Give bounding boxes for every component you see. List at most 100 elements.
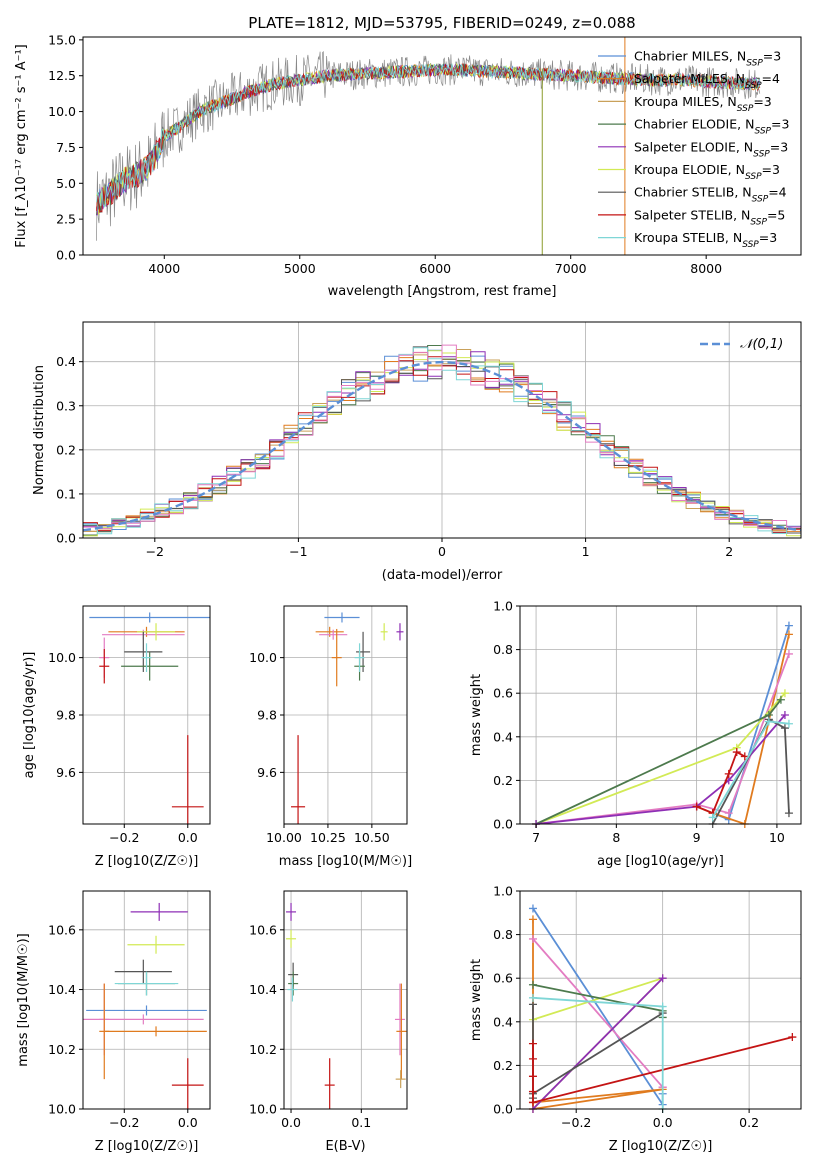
weight-point-marker [784,809,793,818]
y-tick-label: 10.4 [48,982,76,997]
mass-vs-ebv-panel: 0.0 0.1 10.0 10.2 10.4 10.6 E(B-V) [249,890,408,1154]
errorbar-plot-area [291,612,404,824]
label-part: =3 [753,94,771,109]
y-tick-label: 0.0 [56,531,76,546]
y-axis-label: mass weight [469,959,484,1041]
weight-point-marker [658,974,667,983]
weight-point-marker [528,1072,537,1081]
spectrum-plot-area [96,37,761,255]
x-tick-label: 0.0 [178,830,198,845]
x-tick-label: −1 [289,544,307,559]
label-part: Chabrier MILES, N [634,49,746,64]
axes-frame [519,605,802,825]
x-tick-label: 9 [693,830,701,845]
weight-point-marker [780,724,789,733]
y-tick-label: 10.2 [249,1042,277,1057]
weight-point-marker [528,1039,537,1048]
label-part: Kroupa STELIB, N [634,230,742,245]
y-tick-label: 0.1 [56,486,76,501]
x-axis-label: Z [log10(Z/Z☉)] [609,1139,713,1154]
spectrum-title: PLATE=1812, MJD=53795, FIBERID=0249, z=0… [248,14,635,32]
label-part: Salpeter MILES, N [634,71,745,86]
x-axis-label: wavelength [Angstrom, rest frame] [328,284,557,299]
weight-plot-area [528,904,797,1113]
axes-frame [283,890,408,1110]
legend-label: Chabrier MILES, NSSP=3 [634,49,781,69]
spectrum-panel: 4000 5000 6000 7000 8000 0.0 2.5 5.0 7.5 10.0 12.5… [14,32,802,299]
axes-frame [82,890,211,1110]
legend-label: Salpeter MILES, NSSP=4 [634,71,780,91]
legend-label: Salpeter STELIB, NSSP=5 [634,207,785,227]
weight-series-line [532,1004,664,1099]
histogram-step [83,344,801,536]
y-tick-label: 0.0 [493,1102,513,1117]
y-tick-label: 10.2 [48,1042,76,1057]
weight-point-marker [776,695,785,704]
x-tick-label: 1 [582,544,590,559]
legend-label: Kroupa MILES, NSSP=3 [634,94,772,114]
y-tick-label: 10.0 [48,104,76,119]
y-tick-label: 0.0 [56,248,76,263]
weight-vs-z-panel: −0.2 0.0 0.2 0.0 0.2 0.4 0.6 0.8 1.0 Z [log10(Z/Z… [469,884,802,1154]
weight-point-marker [764,717,773,726]
x-tick-label: 6000 [419,261,451,276]
legend-label: Chabrier STELIB, NSSP=4 [634,185,787,205]
weight-point-marker [528,1054,537,1063]
x-axis-label: Z [log10(Z/Z☉)] [95,854,199,869]
weight-point-marker [528,1098,537,1107]
weight-series-line [711,718,790,825]
y-tick-label: 9.6 [56,765,76,780]
legend-label: Chabrier ELODIE, NSSP=3 [634,117,789,137]
y-tick-label: 0.8 [493,642,513,657]
weight-point-marker [658,1002,667,1011]
x-tick-label: 0.2 [739,1115,759,1130]
age-vs-mass-panel: 10.00 10.25 10.50 9.6 9.8 10.0 mass [log10(M/M… [249,605,412,869]
label-part: Salpeter STELIB, N [634,207,750,222]
label-part: SSP [754,127,771,137]
label-part: =3 [770,139,788,154]
label-part: Kroupa MILES, N [634,94,737,109]
x-tick-label: 4000 [148,261,180,276]
y-tick-label: 0.0 [493,817,513,832]
label-part: =3 [762,162,780,177]
label-part: SSP [750,217,767,227]
x-tick-label: 0.1 [351,1115,371,1130]
label-part: SSP [745,172,762,182]
label-part: =4 [762,71,780,86]
y-tick-label: 1.0 [493,599,513,614]
errorbar-plot-area [286,902,407,1109]
weight-series-line [532,977,664,1110]
weight-point-marker [528,1087,537,1096]
label-part: =5 [767,207,785,222]
x-tick-label: 10 [769,830,785,845]
model-spectrum-line [96,63,761,208]
y-tick-label: 0.2 [493,1058,513,1073]
y-tick-label: 0.8 [493,927,513,942]
label-part: =4 [768,185,786,200]
x-tick-label: 8000 [690,261,722,276]
x-axis-label: mass [log10(M/M☉)] [279,854,412,869]
y-tick-label: 0.6 [493,971,513,986]
y-tick-label: 9.8 [56,708,76,723]
x-tick-label: 0.0 [653,1115,673,1130]
weight-point-marker [784,719,793,728]
weight-point-marker [784,621,793,630]
weight-vs-age-panel: 7 8 9 10 0.0 0.2 0.4 0.6 0.8 1.0 age [log10(age/yr… [469,599,802,869]
x-tick-label: 0.0 [281,1115,301,1130]
y-tick-label: 9.8 [257,708,277,723]
label-part: SSP [742,240,759,250]
y-axis-label: mass [log10(M/M☉)] [16,933,31,1066]
weight-point-marker [528,915,537,924]
label-part: SSP [753,149,770,159]
age-vs-z-panel: −0.2 0.0 9.6 9.8 10.0 Z [log10(Z/Z☉)] age [log… [22,605,211,869]
x-tick-label: 7 [532,830,540,845]
x-tick-label: 10.50 [354,830,390,845]
y-tick-label: 1.0 [493,884,513,899]
label-part: Chabrier ELODIE, N [634,117,754,132]
y-tick-label: 0.6 [493,686,513,701]
model-spectrum-line [96,62,761,216]
label-part: =3 [763,49,781,64]
weight-plot-area [532,621,793,828]
weight-point-marker [528,934,537,943]
y-tick-label: 10.0 [48,650,76,665]
